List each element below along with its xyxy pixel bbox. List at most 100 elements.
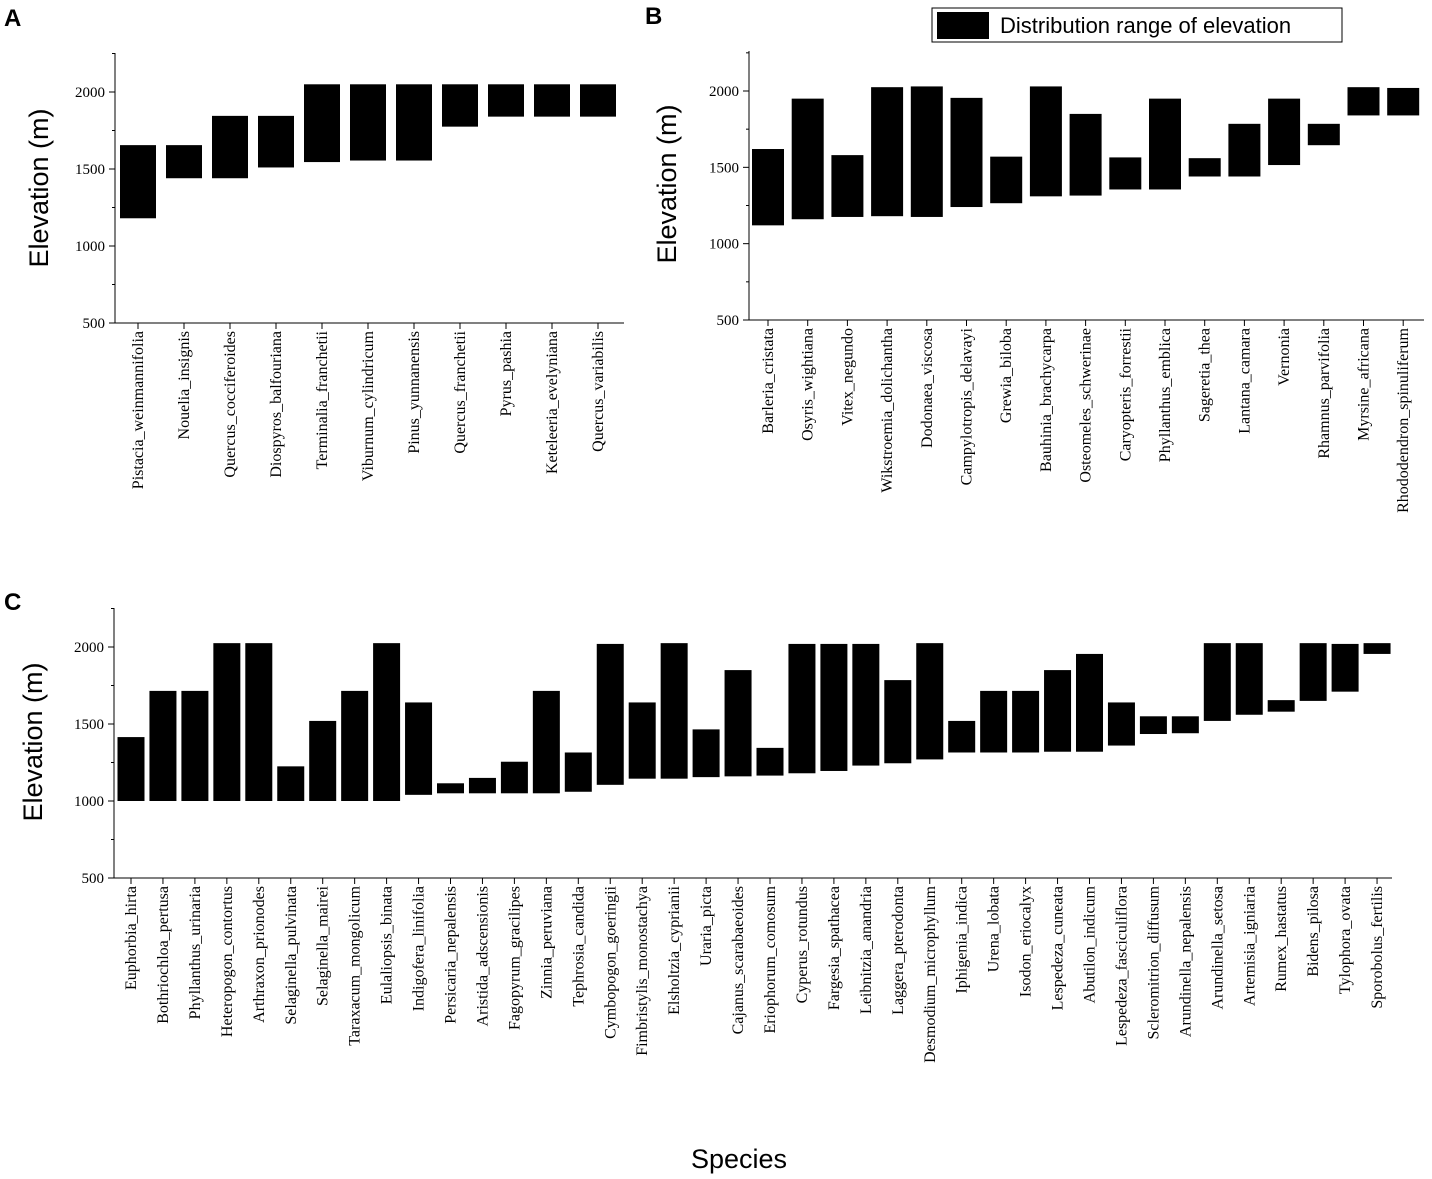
- y-tick-label: 1500: [75, 162, 105, 178]
- x-tick-label: Fargesia_spathacea: [826, 886, 843, 1010]
- bar-laggera-pterodonta: [884, 680, 912, 764]
- x-tick-label: Eulaliopsis_binata: [379, 886, 396, 1004]
- bar-tephrosia-candida: [564, 752, 592, 792]
- chart-panel-a: 500 1000 1500 2000 Elevation (m) Pistacia_wei…: [24, 53, 624, 489]
- bar-persicaria-nepalensis: [437, 783, 464, 794]
- bar-wikstroemia-dolichantha: [871, 87, 904, 217]
- x-tick-label: Arundinella_setosa: [1209, 886, 1226, 1010]
- x-tick-label: Uraria_picta: [698, 886, 715, 966]
- bar-quercus-variabilis: [580, 84, 616, 117]
- y-axis-title: Elevation (m): [652, 104, 682, 263]
- panel-label-c: C: [4, 589, 21, 616]
- y-tick-label: 1500: [709, 160, 739, 176]
- x-tick-label: Lantana_camara: [1236, 328, 1253, 434]
- x-tick-label: Cyperus_rotundus: [794, 886, 811, 1003]
- bar-rhododendron-spinuliferum: [1387, 87, 1420, 116]
- bar-abutilon-indicum: [1076, 653, 1103, 752]
- bar-grewia-biloba: [990, 156, 1023, 204]
- x-tick-label: Eriophorum_comosum: [762, 885, 779, 1033]
- x-tick-label: Phyllanthus_urinaria: [187, 886, 204, 1019]
- x-tick-label: Arundinella_nepalensis: [1177, 886, 1194, 1037]
- x-tick-label: Vitex_negundo: [839, 328, 856, 426]
- bar-myrsine-africana: [1347, 87, 1380, 116]
- y-tick-label: 2000: [74, 640, 104, 656]
- x-tick-label: Fagopyrum_gracilipes: [506, 886, 523, 1030]
- bar-phyllanthus-emblica: [1149, 98, 1181, 190]
- bar-sageretia-thea: [1188, 158, 1221, 177]
- bar-urena-lobata: [980, 690, 1008, 753]
- chart-panel-c: 500 1000 1500 2000 Elevation (m) Euphorbia_hi…: [18, 608, 1392, 1063]
- bar-keteleeria-evelyniana: [534, 84, 570, 117]
- x-tick-label: Tephrosia_candida: [570, 886, 587, 1007]
- bar-fimbristylis-monostachya: [628, 702, 656, 779]
- x-tick-label: Cajanus_scarabaeoides: [730, 886, 747, 1034]
- y-tick-label: 1500: [74, 717, 104, 733]
- x-tick-label: Iphigenia_indica: [954, 886, 971, 994]
- bar-diospyros-balfouriana: [258, 115, 294, 168]
- x-tick-label: Sageretia_thea: [1197, 328, 1214, 422]
- x-tick-label: Lespedeza_cuneata: [1050, 886, 1067, 1010]
- bar-selaginella-mairei: [309, 720, 337, 801]
- bar-terminalia-franchetii: [304, 84, 340, 163]
- bar-rumex-hastatus: [1267, 700, 1295, 712]
- x-tick-label: Diospyros_balfouriana: [268, 331, 285, 478]
- x-tick-label: Bauhinia_brachycarpa: [1038, 328, 1055, 472]
- x-tick-label: Keteleeria_evelyniana: [544, 331, 561, 474]
- bar-quercus-cocciferoides: [212, 115, 248, 179]
- bar-tylophora-ovata: [1331, 643, 1359, 692]
- bar-cajanus-scarabaeoides: [724, 670, 752, 777]
- x-axis-title: Species: [691, 1144, 787, 1174]
- x-tick-label: Cymbopogon_goeringii: [602, 885, 619, 1038]
- bar-desmodium-microphyllum: [916, 643, 944, 760]
- x-tick-label: Osyris_wightiana: [800, 328, 817, 441]
- bar-scleromitrion-diffusum: [1139, 716, 1167, 735]
- bar-arthraxon-prionodes: [245, 643, 273, 801]
- bar-viburnum-cylindricum: [350, 84, 386, 161]
- legend: Distribution range of elevation: [931, 7, 1343, 43]
- bar-cyperus-rotundus: [788, 643, 816, 774]
- bar-taraxacum-mongolicum: [341, 690, 369, 801]
- x-tick-label: Indigofera_linifolia: [411, 886, 428, 1011]
- y-tick-label: 1000: [709, 237, 739, 253]
- x-tick-label: Vernonia: [1276, 328, 1293, 386]
- x-tick-label: Wikstroemia_dolichantha: [879, 328, 896, 493]
- x-tick-label: Rhododendron_spinuliferum: [1395, 327, 1412, 512]
- x-tick-label: Bidens_pilosa: [1305, 886, 1322, 977]
- bar-leibnitzia-anandria: [852, 643, 880, 766]
- x-tick-label: Selaginella_mairei: [315, 885, 332, 1006]
- x-tick-label: Isodon_eriocalyx: [1018, 886, 1035, 997]
- panel-label-b: B: [645, 3, 662, 30]
- x-tick-label: Myrsine_africana: [1356, 328, 1373, 441]
- x-tick-label: Quercus_franchetii: [452, 330, 469, 453]
- x-tick-label: Quercus_cocciferoides: [222, 331, 239, 478]
- bar-zinnia-peruviana: [532, 690, 560, 794]
- bar-osteomeles-schwerinae: [1069, 113, 1102, 196]
- y-axis-title: Elevation (m): [24, 108, 54, 267]
- y-tick-label: 500: [717, 313, 740, 329]
- bar-vitex-negundo: [831, 155, 864, 217]
- legend-swatch: [937, 12, 989, 39]
- bar-artemisia-igniaria: [1235, 643, 1263, 715]
- bar-lantana-camara: [1228, 123, 1261, 177]
- x-tick-label: Fimbristylis_monostachya: [634, 886, 651, 1056]
- bar-pistacia-weinmannifolia: [120, 145, 156, 219]
- bar-selaginella-pulvinata: [277, 766, 305, 801]
- bar-aristida-adscensionis: [468, 777, 496, 794]
- bar-nouelia-insignis: [166, 145, 202, 179]
- x-tick-label: Sporobolus_fertilis: [1369, 886, 1386, 1009]
- x-tick-label: Arthraxon_prionodes: [251, 886, 268, 1023]
- x-tick-label: Barleria_cristata: [760, 328, 777, 434]
- bar-quercus-franchetii: [442, 84, 478, 127]
- bar-vernonia: [1268, 98, 1301, 166]
- x-tick-label: Laggera_pterodonta: [890, 886, 907, 1015]
- x-tick-label: Persicaria_nepalensis: [443, 886, 460, 1024]
- x-tick-label: Pyrus_pashia: [498, 331, 515, 416]
- bar-phyllanthus-urinaria: [181, 690, 209, 801]
- x-tick-label: Quercus_variabilis: [590, 331, 607, 452]
- bar-barleria-cristata: [752, 149, 784, 226]
- x-tick-label: Abutilon_indicum: [1082, 885, 1099, 1003]
- bar-bauhinia-brachycarpa: [1029, 86, 1062, 197]
- x-tick-label: Osteomeles_schwerinae: [1078, 328, 1095, 483]
- x-tick-label: Heteropogon_contortus: [219, 886, 236, 1037]
